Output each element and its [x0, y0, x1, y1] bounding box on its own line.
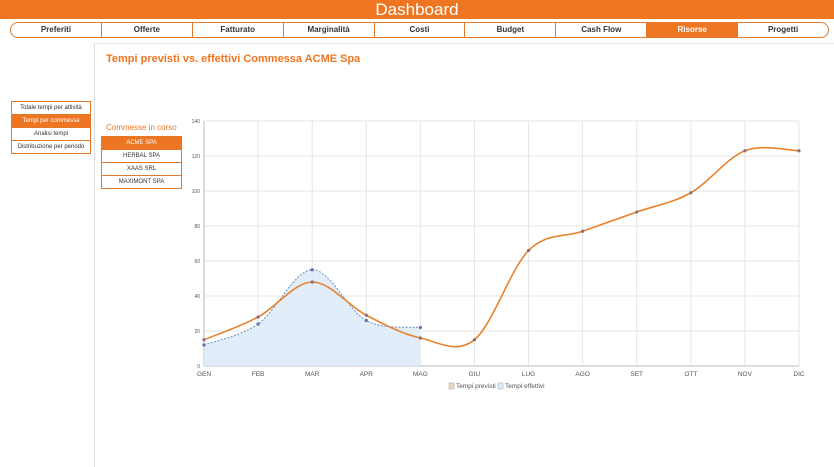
point-previsti: [743, 149, 747, 153]
y-tick-label: 40: [194, 294, 200, 300]
point-effettivi: [202, 343, 206, 347]
y-tick-label: 60: [194, 259, 200, 265]
x-tick-label: FEB: [252, 371, 265, 378]
series-effettivi-area: [204, 269, 421, 366]
series-previsti-line: [203, 146, 800, 348]
x-tick-label: GIU: [469, 371, 481, 378]
point-previsti: [635, 210, 639, 214]
x-tick-label: DIC: [793, 371, 805, 378]
y-tick-label: 80: [194, 224, 200, 230]
x-tick-label: APR: [360, 371, 374, 378]
side-menu-item-totale-tempi-per-attivita[interactable]: Totale tempi per attività: [11, 101, 91, 115]
series-effettivi-line: [203, 269, 421, 346]
point-effettivi: [310, 268, 314, 272]
commessa-item-xaas-srl[interactable]: XAAS SRL: [101, 163, 182, 176]
legend-previsti-label: Tempi previsti: [456, 383, 496, 390]
x-tick-label: OTT: [684, 371, 697, 378]
point-previsti: [202, 338, 206, 342]
x-tick-label: NOV: [738, 371, 753, 378]
x-tick-label: AGO: [575, 371, 589, 378]
tab-budget[interactable]: Budget: [464, 23, 555, 37]
tab-cash-flow[interactable]: Cash Flow: [555, 23, 646, 37]
legend-previsti-swatch: [448, 382, 455, 390]
tab-preferiti[interactable]: Preferiti: [40, 25, 72, 34]
commesse-list: ACME SPA HERBAL SPA XAAS SRL MAXIMONT SPA: [101, 136, 182, 189]
y-tick-label: 20: [194, 329, 200, 335]
legend-effettivi-swatch: [497, 382, 504, 390]
tab-marginalita[interactable]: Marginalità: [282, 23, 374, 37]
side-menu: Totale tempi per attività Tempi per comme…: [11, 101, 91, 154]
point-effettivi: [364, 318, 368, 323]
point-previsti: [526, 248, 531, 253]
side-menu-item-tempi-per-commessa[interactable]: Tempi per commessa: [11, 115, 91, 128]
x-tick-label: SET: [630, 371, 643, 378]
commessa-item-acme-spa[interactable]: ACME SPA: [101, 136, 182, 150]
point-effettivi: [256, 322, 260, 326]
tab-fatturato[interactable]: Fatturato: [191, 23, 283, 37]
sidebar-divider: [94, 43, 95, 467]
y-tick-label: 100: [192, 189, 201, 195]
point-previsti: [418, 336, 422, 340]
point-previsti: [581, 229, 585, 233]
app-title-bar: Dashboard: [0, 0, 834, 19]
main-tabs: Preferiti Offerte Fatturato Marginalità Cost…: [10, 22, 829, 38]
legend-effettivi-label: Tempi effettivi: [505, 383, 545, 390]
app-title: Dashboard: [375, 0, 459, 19]
x-tick-label: MAG: [413, 371, 428, 378]
point-previsti: [256, 315, 260, 319]
point-previsti: [472, 338, 477, 342]
point-previsti: [364, 313, 368, 317]
commessa-item-herbal-spa[interactable]: HERBAL SPA: [101, 150, 182, 163]
point-previsti: [797, 149, 801, 153]
x-tick-label: LUG: [522, 371, 535, 378]
y-tick-label: 120: [192, 154, 201, 160]
x-tick-label: GEN: [197, 371, 211, 378]
tab-costi[interactable]: Costi: [373, 23, 465, 37]
y-tick-label: 140: [192, 119, 201, 125]
point-previsti: [689, 191, 693, 195]
point-effettivi: [418, 325, 422, 330]
page-title: Tempi previsti vs. effettivi Commessa AC…: [106, 53, 361, 65]
y-tick-label: 0: [197, 364, 200, 370]
x-tick-label: MAR: [305, 371, 320, 378]
side-menu-item-analisi-tempi[interactable]: Analisi tempi: [11, 128, 91, 141]
tab-progetti[interactable]: Progetti: [737, 23, 828, 37]
commesse-title: Commesse in corso: [106, 123, 177, 132]
point-previsti: [310, 280, 314, 284]
tab-risorse[interactable]: Risorse: [646, 23, 738, 37]
side-menu-item-distribuzione-per-periodo[interactable]: Distribuzione per periodo: [11, 141, 91, 154]
divider: [95, 43, 834, 44]
commessa-item-maximont-spa[interactable]: MAXIMONT SPA: [101, 176, 182, 189]
tab-offerte[interactable]: Offerte: [100, 23, 192, 37]
